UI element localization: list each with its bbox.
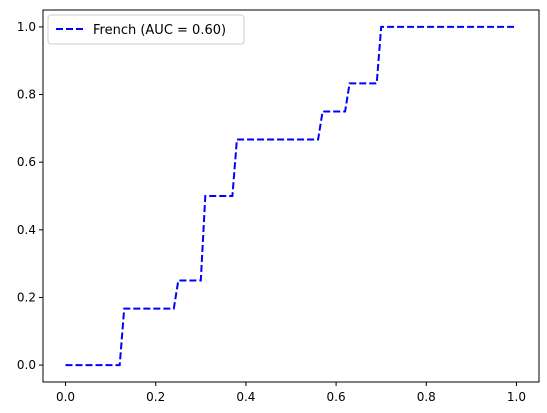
y-tick-label: 0.2	[17, 290, 36, 304]
y-tick-label: 0.8	[17, 88, 36, 102]
y-tick-label: 0.0	[17, 358, 36, 372]
series-layer	[65, 25, 517, 367]
y-tick-label: 0.6	[17, 155, 36, 169]
y-tick-label: 0.4	[17, 223, 36, 237]
x-axis: 0.0 0.2 0.4 0.6 0.8 1.0	[56, 382, 526, 404]
series-line	[65, 25, 517, 367]
x-tick-label: 0.0	[56, 390, 75, 404]
legend-box	[47, 14, 245, 45]
legend: French (AUC = 0.60)	[47, 14, 245, 45]
y-axis: 0.0 0.2 0.4 0.6 0.8 1.0	[17, 20, 43, 372]
x-tick-label: 1.0	[507, 390, 526, 404]
x-tick-label: 0.8	[417, 390, 436, 404]
y-tick-label: 1.0	[17, 20, 36, 34]
legend-label: French (AUC = 0.60)	[93, 23, 226, 38]
plot-area	[42, 9, 540, 383]
x-tick-label: 0.6	[327, 390, 346, 404]
x-tick-label: 0.4	[236, 390, 255, 404]
x-tick-label: 0.2	[146, 390, 165, 404]
